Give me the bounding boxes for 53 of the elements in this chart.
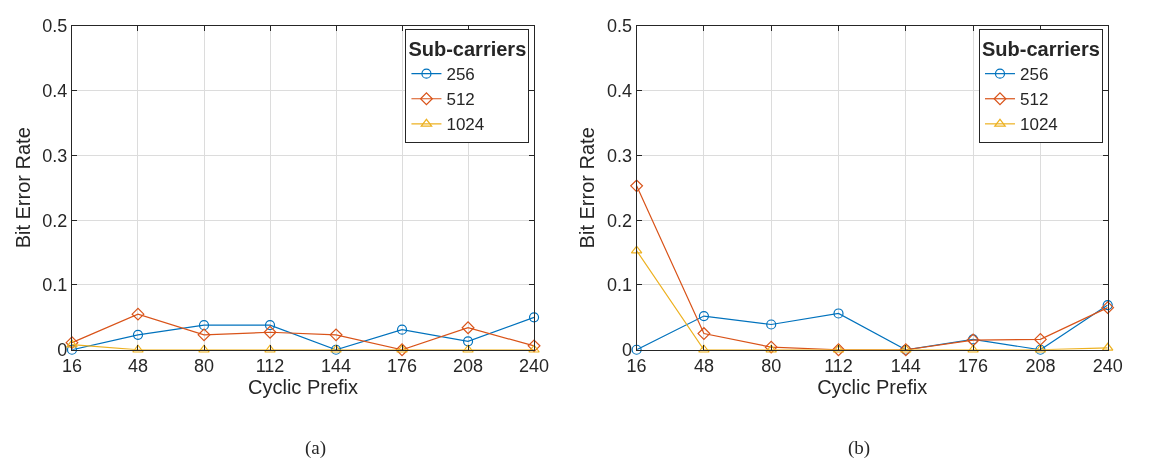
legend-label: 512 [1019, 90, 1049, 110]
x-tick-label: 80 [193, 356, 215, 377]
x-tick-label: 144 [890, 356, 921, 377]
point [764, 340, 778, 354]
y-tick-label: 0.4 [42, 80, 68, 101]
y-tick-label: 0.1 [42, 275, 68, 296]
legend-label: 256 [1019, 65, 1049, 85]
point [631, 344, 642, 355]
legend-title: Sub-carriers [981, 38, 1100, 61]
y-tick-label: 0.2 [606, 210, 632, 231]
y-tick-label: 0.4 [606, 80, 632, 101]
x-tick-label: 112 [824, 356, 853, 377]
x-tick-label: 16 [61, 356, 82, 377]
legend-label: 256 [446, 65, 475, 85]
y-tick-label: 0.2 [42, 210, 68, 231]
text: (b) [848, 437, 871, 459]
point [630, 179, 644, 193]
x-tick-label: 48 [693, 356, 714, 377]
point [1102, 299, 1113, 311]
legend-label: 1024 [446, 115, 485, 135]
legend-label: 512 [446, 90, 475, 110]
x-tick-label: 208 [453, 356, 484, 377]
x-tick-label: 80 [761, 356, 782, 377]
legend-label: 1024 [1019, 115, 1058, 135]
y-tick-label: 0.1 [606, 275, 632, 296]
text: (a) [305, 437, 327, 459]
point [1101, 301, 1115, 315]
x-tick-label: 240 [1092, 356, 1123, 377]
point [766, 319, 777, 330]
y-tick-label: 0.3 [42, 145, 68, 166]
x-tick-label: 208 [1025, 356, 1056, 377]
x-tick-label: 48 [127, 356, 149, 377]
x-tick-label: 112 [255, 356, 285, 377]
y-tick-label: 0.3 [606, 145, 632, 166]
x-axis-title: Cyclic Prefix [817, 376, 928, 399]
point [832, 343, 845, 357]
y-axis-title: Bit Error Rate [11, 127, 34, 249]
point [1033, 332, 1047, 346]
point [698, 344, 710, 353]
legend-title: Sub-carriers [408, 38, 527, 61]
point [697, 327, 711, 341]
y-axis-title: Bit Error Rate [576, 127, 599, 249]
point [833, 308, 844, 319]
x-tick-label: 144 [321, 356, 352, 377]
x-tick-label: 16 [626, 356, 647, 377]
point [967, 344, 979, 353]
point [698, 310, 710, 322]
y-tick-label: 0.5 [42, 16, 68, 37]
x-tick-label: 176 [958, 356, 989, 377]
y-tick-label: 0.5 [606, 16, 632, 37]
x-tick-label: 240 [519, 356, 550, 377]
x-tick-label: 176 [387, 356, 418, 377]
x-axis-title: Cyclic Prefix [248, 376, 359, 399]
